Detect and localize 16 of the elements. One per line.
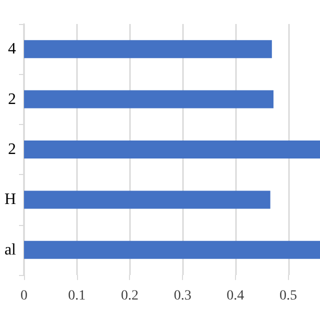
bar bbox=[24, 240, 320, 259]
x-tick-label: 0 bbox=[20, 288, 28, 304]
y-tick-label: H bbox=[4, 191, 16, 208]
y-tick-label: 2 bbox=[8, 90, 16, 108]
y-tick-label: 4 bbox=[8, 40, 16, 58]
y-tick-label: 2 bbox=[8, 141, 16, 158]
x-tick-label: 0.1 bbox=[68, 288, 86, 304]
x-tick-label: 0.4 bbox=[226, 288, 244, 304]
bar bbox=[24, 190, 270, 209]
y-tick-label: al bbox=[4, 241, 17, 258]
x-tick-label: 0.3 bbox=[174, 288, 192, 304]
bar bbox=[24, 40, 272, 58]
bar bbox=[24, 90, 274, 108]
x-tick-label: 0.2 bbox=[120, 288, 138, 304]
bar bbox=[24, 140, 320, 158]
x-tick-label: 0.5 bbox=[280, 288, 298, 304]
